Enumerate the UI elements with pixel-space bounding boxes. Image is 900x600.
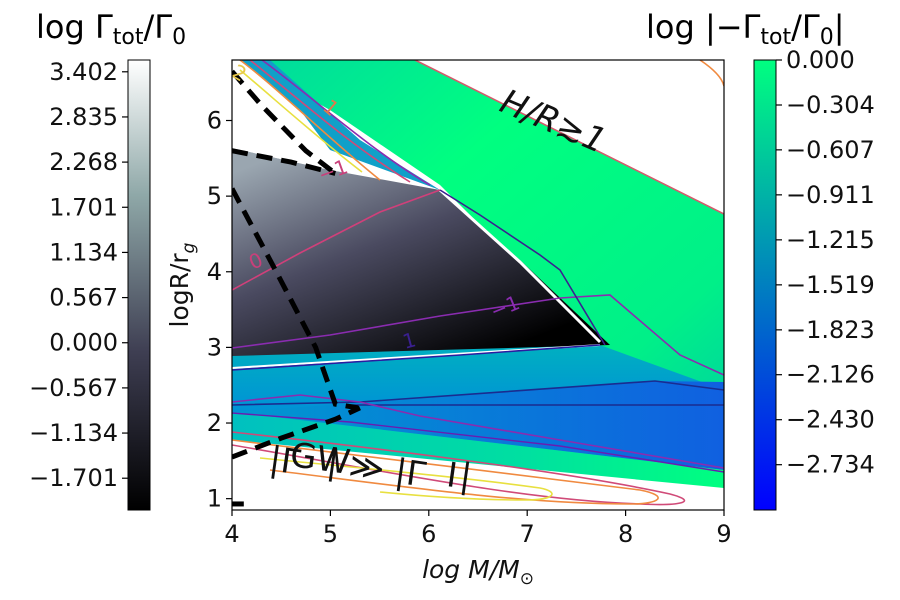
right-colorbar-tick-label: −0.304 (786, 91, 875, 119)
contour-pink-upper-left (249, 60, 411, 183)
gw-annotation-sub: GW (288, 435, 353, 483)
right-colorbar (753, 59, 777, 511)
left-colorbar (127, 59, 151, 511)
y-tick-label: 1 (207, 485, 222, 513)
x-axis-label-sub: ⊙ (520, 569, 534, 589)
contour-orange-lower (232, 439, 659, 505)
right-cb-title-suffix: | (834, 8, 845, 46)
right-colorbar-tick-label: −2.734 (786, 451, 875, 479)
left-colorbar-tick-label: −1.701 (29, 464, 118, 492)
contour-yellow-upper-left (239, 69, 363, 173)
x-tick-label: 4 (224, 520, 239, 548)
lower-band-region (232, 412, 724, 488)
left-cb-title-sub1: tot (113, 25, 144, 50)
y-axis-ticks: 1 2 3 4 5 6 (207, 107, 232, 513)
upper-green-band (232, 60, 724, 486)
x-axis-label-main: log M/M (422, 555, 520, 584)
right-cb-title-prefix: log |−Γ (646, 8, 761, 46)
x-axis-label: log M/M⊙ (422, 555, 534, 589)
left-colorbar-tick-label: −0.567 (29, 374, 118, 402)
white-seam-line (438, 188, 602, 344)
right-colorbar-tick-label: −0.607 (786, 136, 875, 164)
right-colorbar-tick-label: 0.000 (786, 46, 855, 74)
contour-orange-upper (699, 60, 724, 87)
left-cb-title-sub2: 0 (172, 25, 186, 50)
left-cb-title-mid: /Γ (144, 8, 173, 46)
gw-annotation-close: | (457, 456, 474, 497)
contour-navy-upper (439, 189, 606, 346)
left-colorbar-tick-label: 1.701 (49, 193, 118, 221)
y-axis-label-sub: g (179, 242, 199, 253)
contour-purple-mid (232, 294, 724, 376)
contour-orange-upper-left (239, 60, 381, 181)
y-tick-label: 4 (207, 258, 222, 286)
left-colorbar-tick-label: −1.134 (29, 419, 118, 447)
right-cb-title-sub2: 0 (820, 25, 834, 50)
left-colorbar-title: log Γtot/Γ0 (36, 8, 186, 50)
contour-dark-blue (232, 380, 724, 406)
y-axis-label-main: logR/r (165, 253, 194, 328)
contour-purple-upper-left (261, 60, 431, 186)
y-tick-label: 2 (207, 409, 222, 437)
right-colorbar-tick-label: −2.126 (786, 361, 875, 389)
contour-purple-lower (232, 394, 724, 469)
plot-frame (231, 59, 725, 511)
left-colorbar-tick-label: 0.567 (49, 284, 118, 312)
x-tick-label: 9 (716, 520, 731, 548)
dashed-boundary-mid (232, 148, 336, 176)
y-axis-label: logR/rg (165, 242, 199, 327)
right-cb-title-mid: /Γ (791, 8, 820, 46)
dashed-boundary-upper (232, 69, 337, 176)
x-tick-label: 6 (421, 520, 436, 548)
contour-pink-upper (414, 60, 724, 215)
contour-navy-lower (232, 344, 601, 371)
dashed-boundary-vertical (232, 187, 359, 411)
contour-purple-lower-2 (232, 412, 724, 473)
contour-label: 1 (400, 327, 419, 353)
left-colorbar-ticks: 3.402 2.835 2.268 1.701 1.134 0.567 0.000 −0.56… (29, 58, 128, 492)
right-colorbar-tick-label: −2.430 (786, 406, 875, 434)
contour-pink-lower (232, 431, 686, 506)
contour-pink-zero (232, 189, 441, 291)
x-tick-label: 7 (520, 520, 535, 548)
y-tick-label: 5 (207, 182, 222, 210)
right-colorbar-title: log |−Γtot/Γ0| (646, 8, 844, 50)
right-colorbar-tick-label: −1.823 (786, 316, 875, 344)
right-cb-title-sub1: tot (760, 25, 791, 50)
x-tick-label: 8 (618, 520, 633, 548)
contour-yellow-lower (259, 457, 553, 501)
x-tick-label: 5 (323, 520, 338, 548)
right-colorbar-tick-label: −1.215 (786, 226, 875, 254)
right-colorbar-tick-label: −1.519 (786, 271, 875, 299)
left-colorbar-tick-label: 3.402 (49, 58, 118, 86)
x-axis-ticks: 4 5 6 7 8 9 (224, 510, 732, 548)
right-colorbar-tick-label: −0.911 (786, 181, 875, 209)
gw-annotation-open: |Γ (267, 439, 303, 483)
left-colorbar-tick-label: 2.268 (49, 148, 118, 176)
left-colorbar-tick-label: 1.134 (49, 238, 118, 266)
left-colorbar-tick-label: 2.835 (49, 103, 118, 131)
right-colorbar-ticks: 0.000 −0.304 −0.607 −0.911 −1.215 −1.519 −1.82… (776, 46, 875, 479)
y-tick-label: 3 (207, 333, 222, 361)
boundary-curves (232, 69, 361, 507)
dashed-boundary-lower (232, 405, 361, 460)
left-colorbar-tick-label: 0.000 (49, 329, 118, 357)
left-cb-title-prefix: log Γ (36, 8, 113, 46)
y-tick-label: 6 (207, 107, 222, 135)
